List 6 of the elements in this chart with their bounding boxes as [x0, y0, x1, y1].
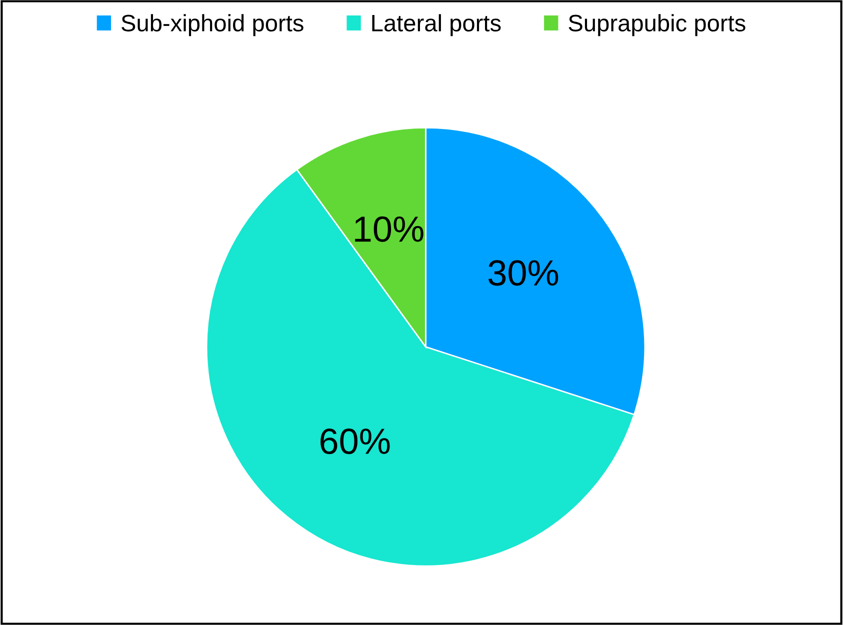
legend-label: Lateral ports: [372, 14, 501, 36]
data-label: 30%: [488, 260, 558, 286]
legend-label: Suprapubic ports: [568, 14, 746, 36]
data-label: 10%: [355, 216, 424, 242]
data-label: 60%: [320, 428, 390, 454]
legend-label: Sub-xiphoid ports: [122, 14, 304, 36]
